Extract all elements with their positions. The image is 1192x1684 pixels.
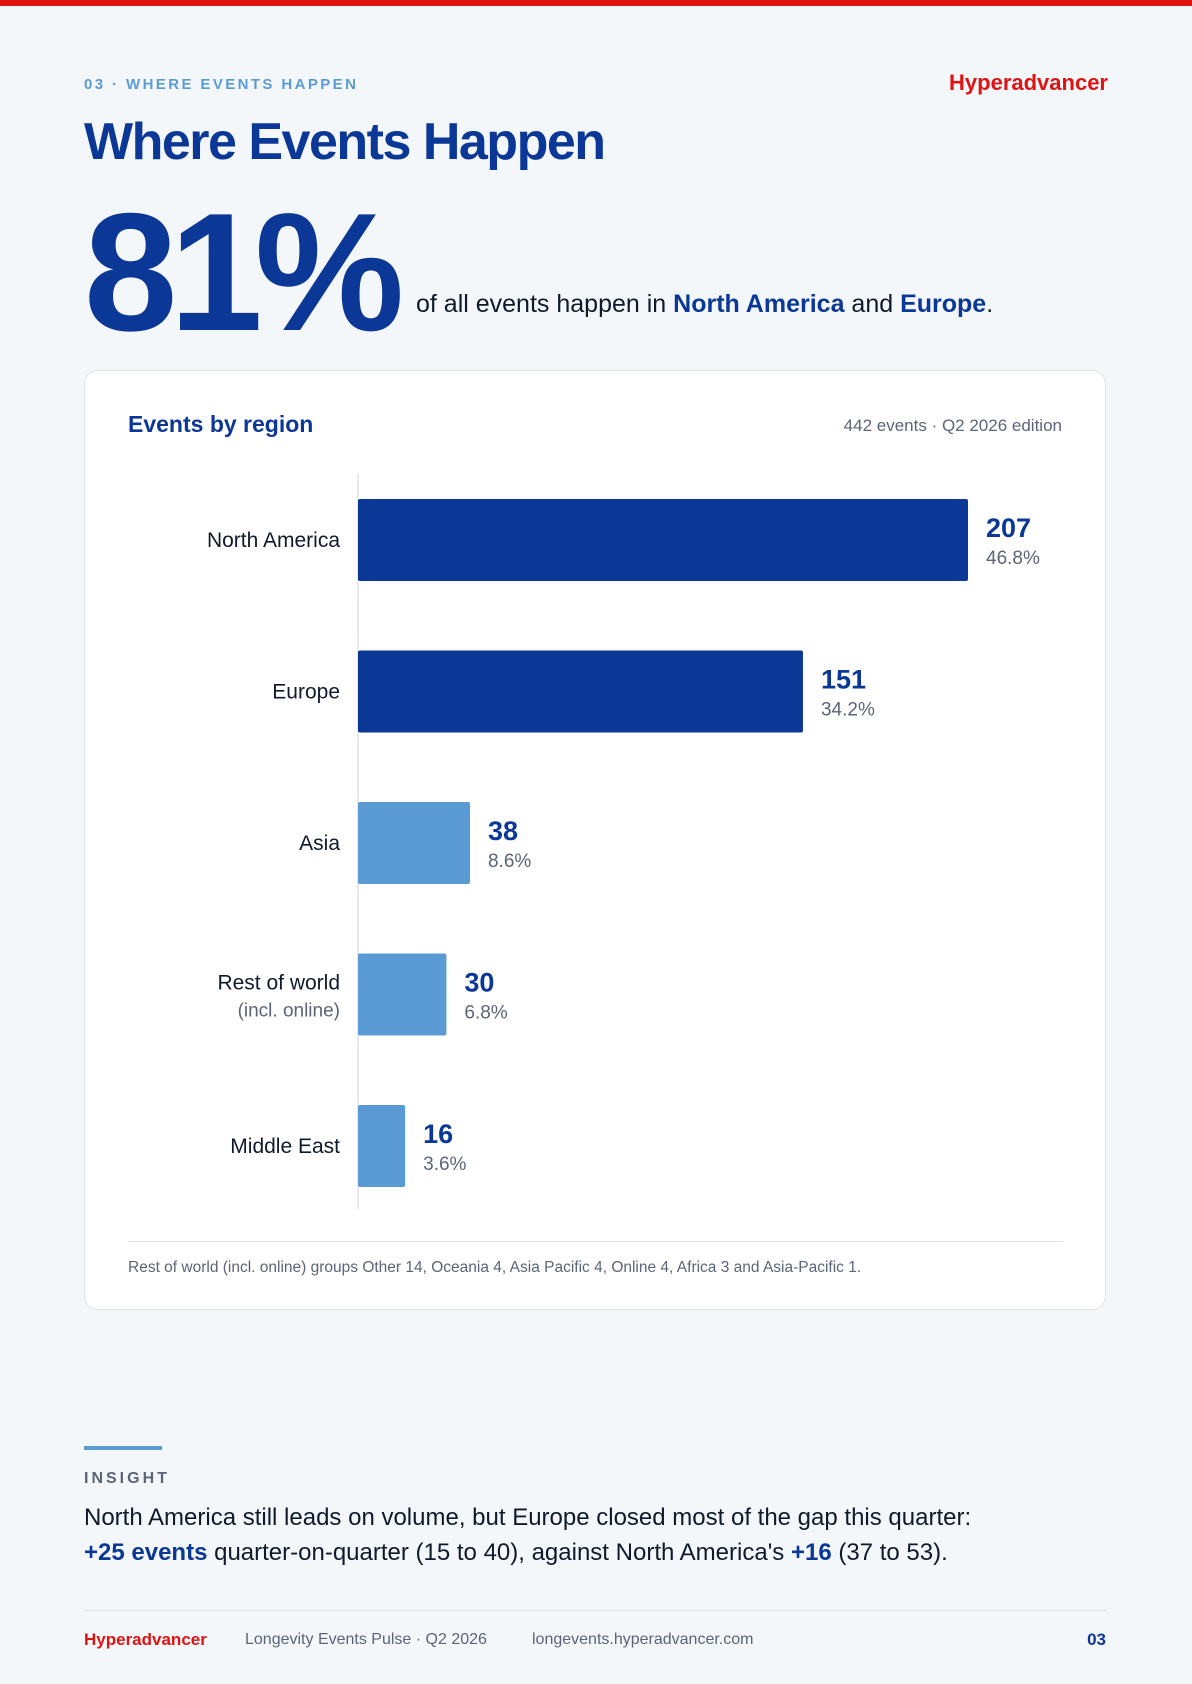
value-label-4: 16 [423, 1119, 453, 1149]
insight-highlight-na-growth: +16 [790, 1539, 832, 1566]
region-bar-chart: North America 207 46.8% Europe 151 34.2% Asia 3… [207, 474, 1040, 1209]
insight-highlight-europe-growth: +25 events [84, 1539, 208, 1566]
top-accent-bar [0, 0, 1192, 6]
bar-2 [358, 802, 470, 884]
chart-title: Events by region [128, 411, 314, 437]
category-label-3: Rest of world [217, 972, 340, 995]
percent-label-0: 46.8% [986, 548, 1040, 569]
insight-line-2: +25 events quarter-on-quarter (15 to 40)… [84, 1535, 1104, 1570]
insight-line-1: North America still leads on volume, but… [84, 1504, 972, 1531]
footer-divider [84, 1610, 1106, 1611]
stat-description: of all events happen in North America an… [416, 290, 993, 319]
value-label-1: 151 [821, 665, 866, 695]
stat-text-post: . [986, 290, 994, 318]
stat-highlight-north-america: North America [673, 290, 845, 318]
headline-stat: 81% [84, 178, 404, 366]
bar-1 [358, 650, 803, 733]
page-number: 03 [1087, 1630, 1106, 1649]
chart-card: Events by region 442 events · Q2 2026 ed… [84, 370, 1106, 1310]
value-label-0: 207 [986, 513, 1031, 543]
percent-label-2: 8.6% [488, 851, 531, 872]
percent-label-3: 6.8% [464, 1003, 507, 1024]
category-label-2: Asia [299, 832, 340, 855]
value-label-2: 38 [488, 816, 518, 846]
bar-4 [358, 1105, 406, 1187]
insight-text-post: (37 to 53). [831, 1539, 948, 1566]
page-title: Where Events Happen [84, 113, 606, 171]
footer-publication: Longevity Events Pulse · Q2 2026 [245, 1631, 487, 1648]
stat-text-pre: of all events happen in [416, 290, 674, 318]
insight-text-mid: quarter-on-quarter (15 to 40), against N… [207, 1539, 791, 1566]
category-label-1: Europe [272, 681, 340, 704]
percent-label-4: 3.6% [423, 1154, 466, 1175]
footer-url: longevents.hyperadvancer.com [532, 1631, 754, 1648]
category-sublabel-3: (incl. online) [238, 1001, 340, 1022]
category-label-4: Middle East [230, 1135, 340, 1158]
bar-3 [358, 953, 447, 1036]
chart-footnote: Rest of world (incl. online) groups Othe… [128, 1259, 862, 1276]
chart-meta: 442 events · Q2 2026 edition [843, 416, 1062, 435]
stat-text-mid: and [844, 290, 901, 318]
value-label-3: 30 [464, 968, 494, 998]
bar-0 [358, 499, 968, 581]
insight-label: INSIGHT [84, 1470, 170, 1487]
brand-logo: Hyperadvancer [949, 70, 1108, 95]
stat-highlight-europe: Europe [900, 290, 987, 318]
percent-label-1: 34.2% [821, 700, 875, 721]
page-footer: Hyperadvancer Longevity Events Pulse · Q… [84, 1630, 1106, 1654]
category-label-0: North America [207, 529, 340, 552]
card-divider [128, 1241, 1064, 1242]
footer-brand: Hyperadvancer [84, 1630, 207, 1649]
insight-text: North America still leads on volume, but… [84, 1500, 1104, 1570]
insight-accent-rule [84, 1446, 162, 1450]
section-eyebrow: 03 · WHERE EVENTS HAPPEN [84, 76, 359, 93]
